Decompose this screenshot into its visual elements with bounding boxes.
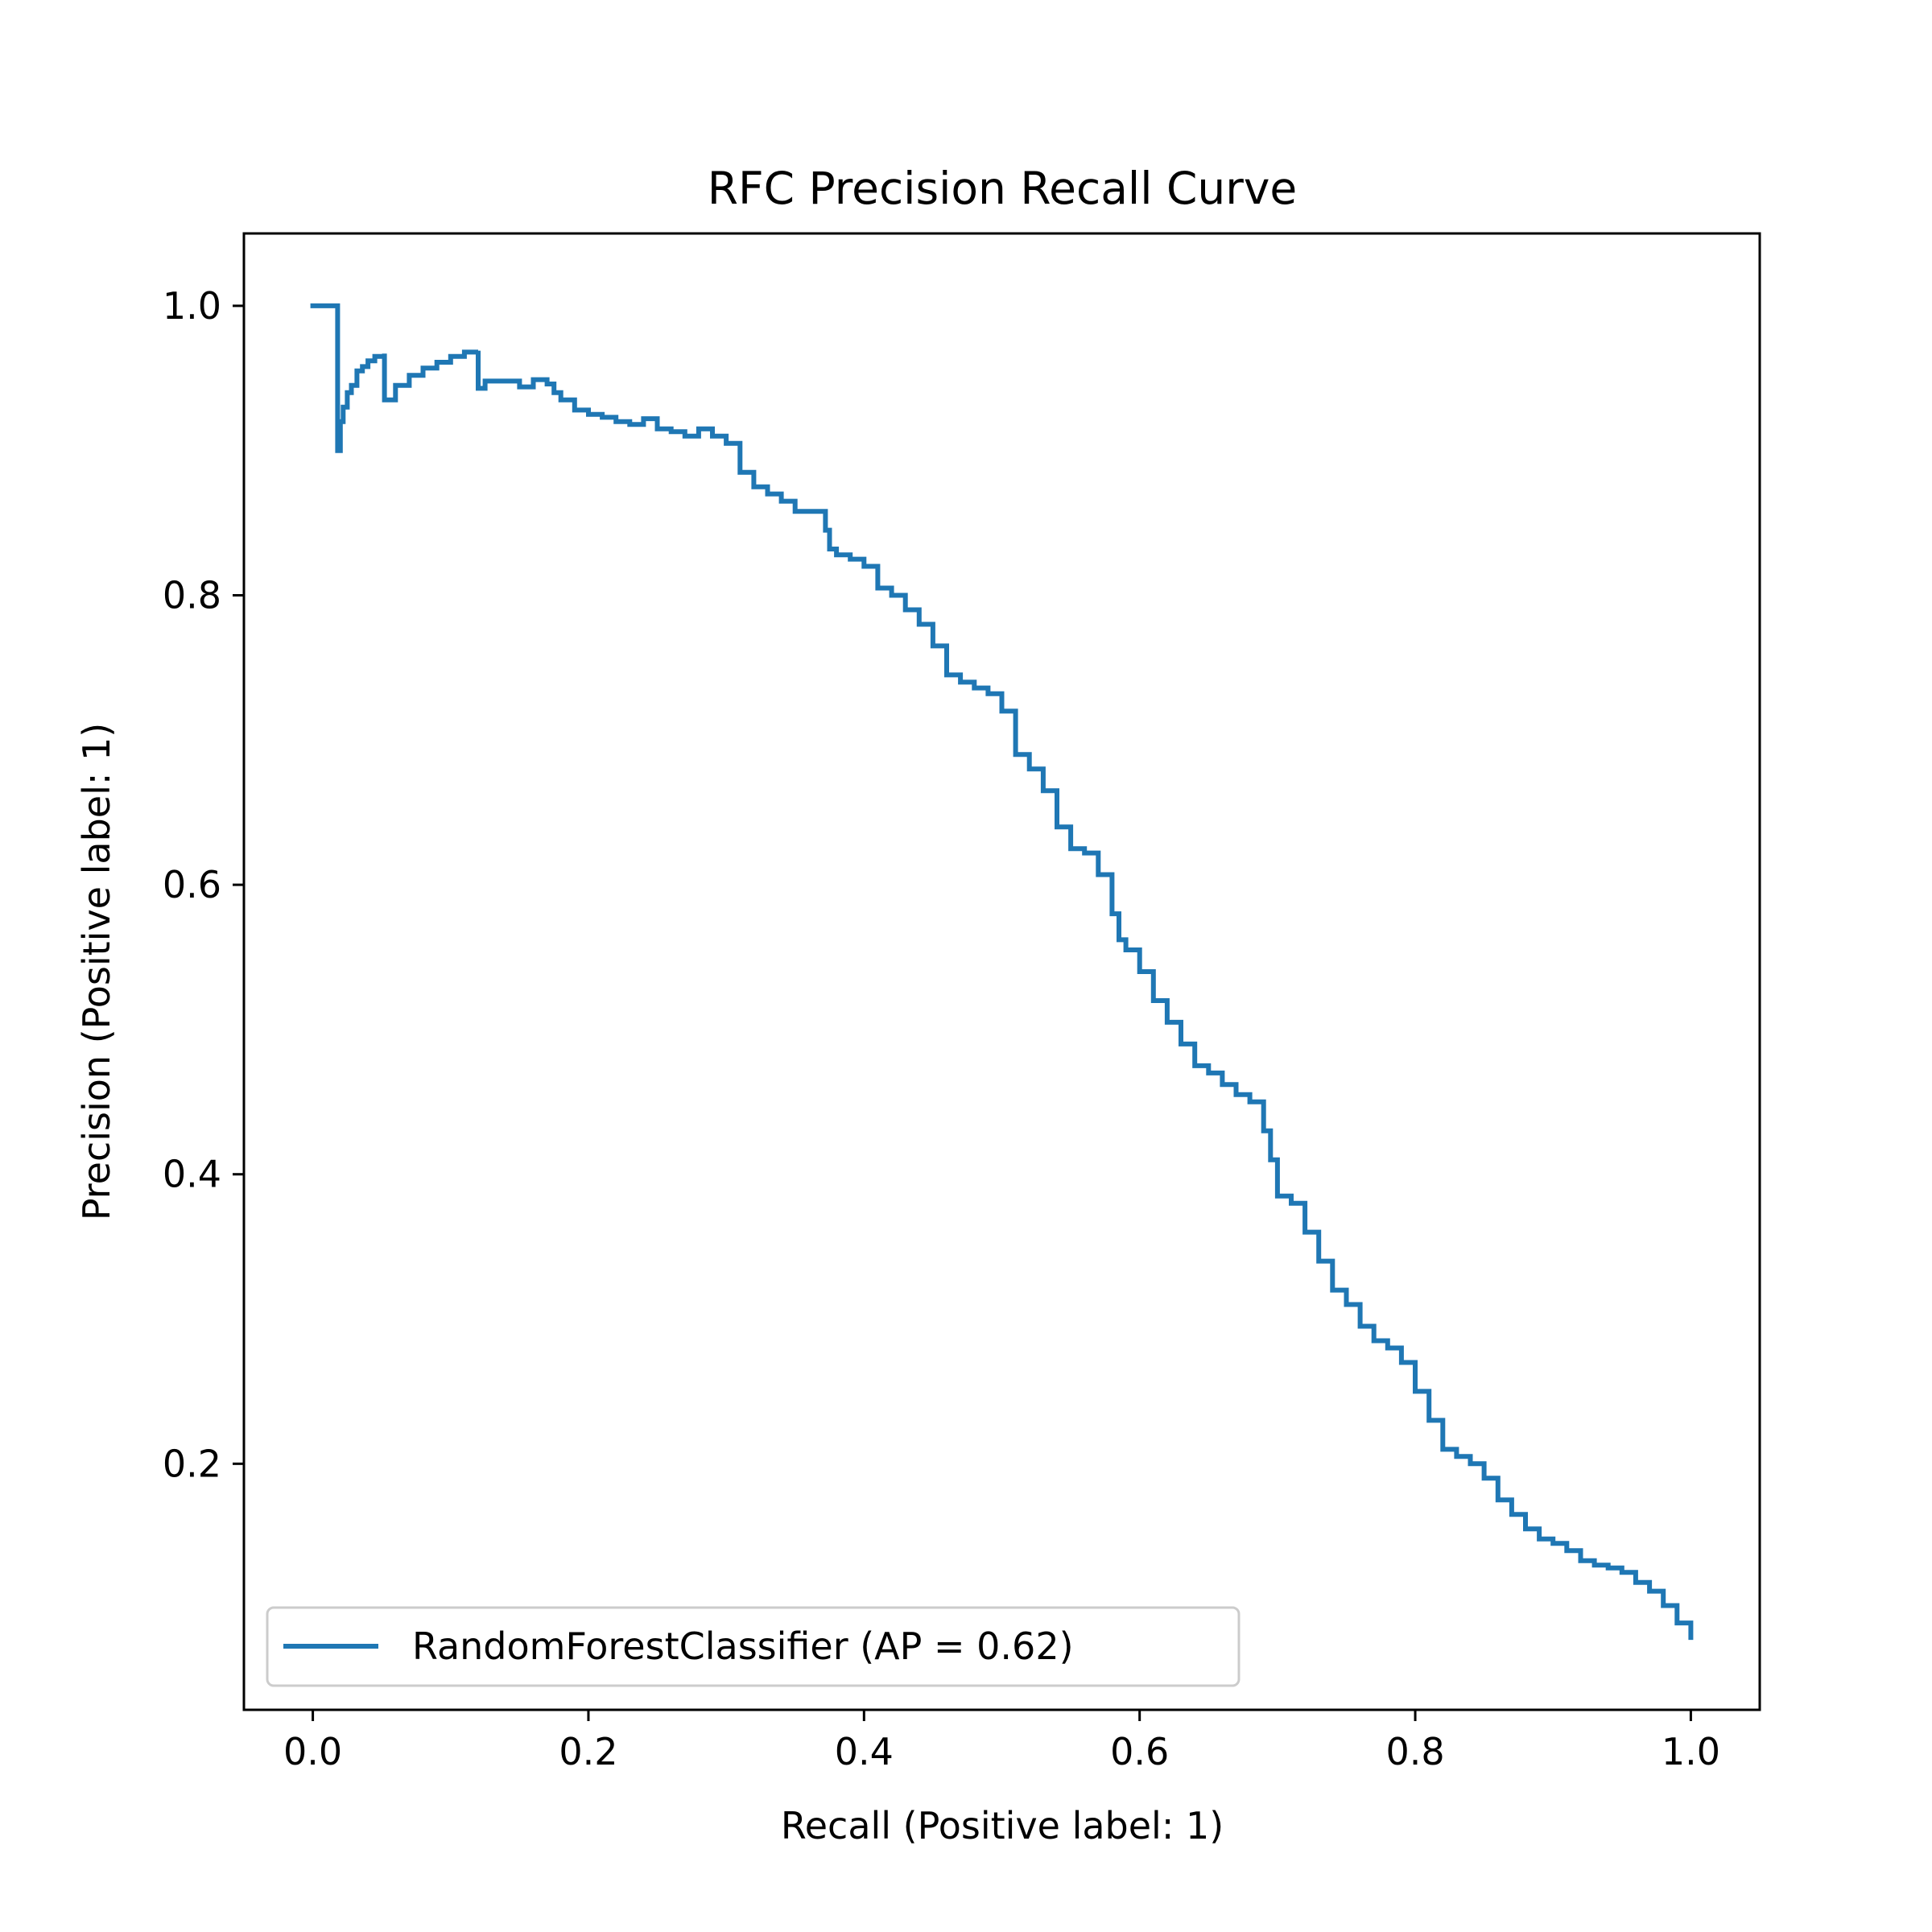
x-tick-label: 0.0 (283, 1730, 342, 1773)
x-axis-label: Recall (Positive label: 1) (781, 1804, 1224, 1847)
legend-box (266, 1606, 1241, 1687)
x-tick-label: 0.6 (1110, 1730, 1169, 1773)
x-axis: 0.0 0.2 0.4 0.6 0.8 1.0 (283, 1710, 1720, 1773)
x-tick-label: 0.2 (559, 1730, 617, 1773)
series-line-randomforestclassifier (310, 303, 1694, 1641)
y-tick-label: 0.2 (163, 1442, 221, 1485)
legend: RandomForestClassifier (AP = 0.62) (266, 1606, 1241, 1687)
y-axis: 0.2 0.4 0.6 0.8 1.0 (163, 284, 244, 1485)
x-tick-label: 0.8 (1385, 1730, 1444, 1773)
chart-title: RFC Precision Recall Curve (708, 163, 1297, 214)
legend-entry-label: RandomForestClassifier (AP = 0.62) (412, 1624, 1074, 1668)
y-tick-label: 0.4 (163, 1153, 221, 1196)
plot-frame (242, 232, 1761, 1711)
y-tick-label: 0.8 (163, 574, 221, 617)
y-axis-label: Precision (Positive label: 1) (75, 723, 118, 1220)
y-tick-label: 0.6 (163, 863, 221, 906)
y-tick-label: 1.0 (163, 284, 221, 328)
x-tick-label: 1.0 (1662, 1730, 1720, 1773)
x-tick-label: 0.4 (835, 1730, 894, 1773)
